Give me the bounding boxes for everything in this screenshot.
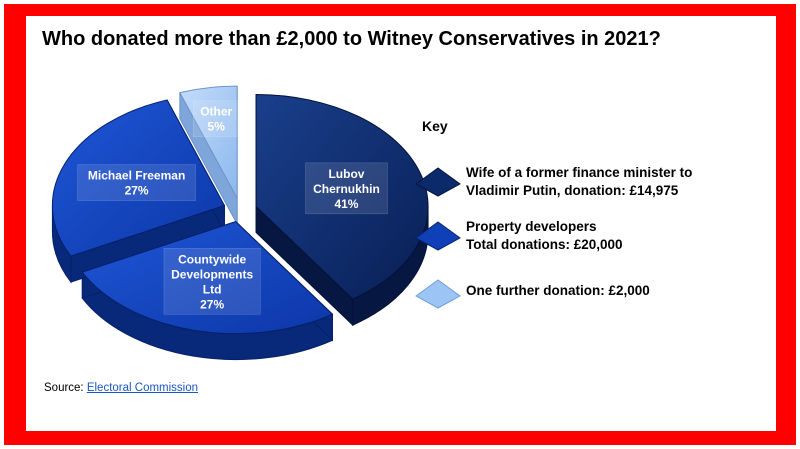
legend-text-other-line1: One further donation: £2,000: [466, 283, 650, 298]
source-link[interactable]: Electoral Commission: [86, 382, 199, 394]
legend-swatch-other: [415, 279, 461, 309]
legend-title: Key: [422, 118, 448, 134]
pie-percent-label-0: 41%: [334, 197, 358, 211]
legend-swatch-lubov: [415, 167, 461, 197]
pie-label-box-1: [163, 248, 261, 315]
pie-percent-label-1: 27%: [200, 297, 224, 311]
pie-label-box-0: [305, 162, 388, 215]
pie-percent-label-3: 5%: [208, 120, 226, 134]
pie-label-1-line0: Countywide: [178, 252, 246, 266]
pie-label-box-3: [192, 100, 240, 137]
chart-title: Who donated more than £2,000 to Witney C…: [42, 28, 661, 50]
pie-slice-3: [179, 85, 238, 199]
legend-text-lubov-line2: Vladimir Putin, donation: £14,975: [466, 183, 679, 198]
pie-slice-2: [51, 99, 226, 257]
pie-label-1-line2: Ltd: [203, 282, 222, 296]
pie-label-0-line1: Chernukhin: [313, 182, 380, 196]
pie-label-3-line0: Other: [200, 105, 232, 119]
source-prefix: Source:: [44, 382, 87, 394]
legend-text-property-line1: Property developers: [466, 219, 597, 234]
pie-slice-0: [255, 93, 429, 300]
pie-slice-1: [81, 221, 334, 335]
pie-label-1-line1: Developments: [171, 267, 253, 281]
legend-text-property-line2: Total donations: £20,000: [466, 237, 623, 252]
pie-slices: [51, 85, 429, 361]
pie-label-2-line0: Michael Freeman: [88, 169, 185, 183]
pie-percent-label-2: 27%: [125, 184, 149, 198]
source-note: Source: Electoral Commission: [44, 382, 198, 394]
pie-label-0-line0: Lubov: [328, 167, 364, 181]
pie-label-box-2: [77, 164, 196, 201]
legend-text-lubov-line1: Wife of a former finance minister to: [466, 165, 693, 180]
legend-swatch-property: [415, 221, 461, 251]
